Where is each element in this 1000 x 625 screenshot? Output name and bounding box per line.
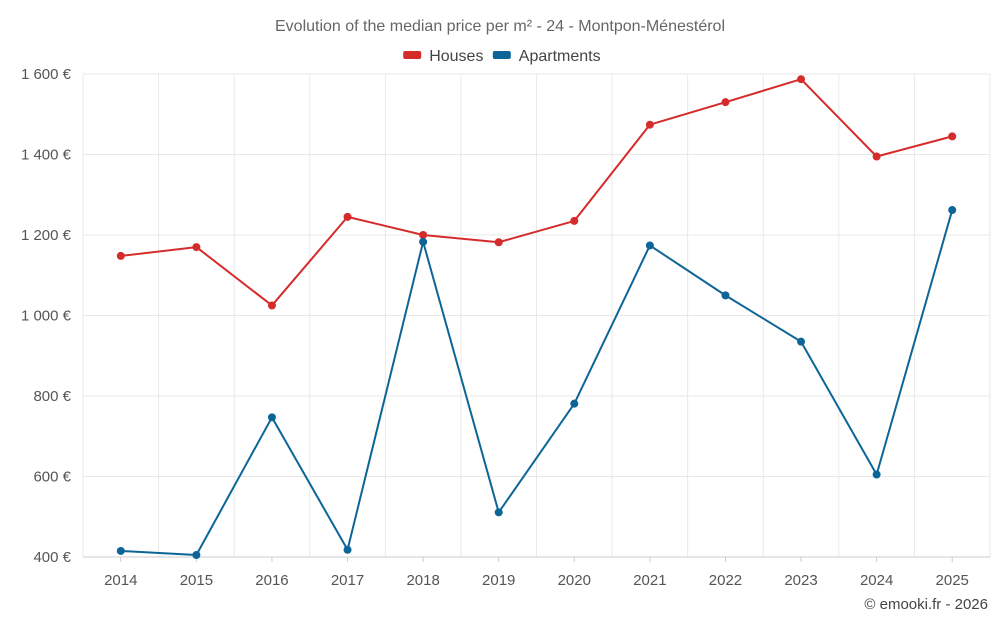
data-point-apartments[interactable] [192, 550, 201, 559]
y-tick-label: 800 € [33, 388, 71, 405]
data-point-apartments[interactable] [721, 291, 730, 300]
series-apartments [116, 206, 957, 559]
x-tick-label: 2017 [331, 572, 364, 589]
data-point-houses[interactable] [116, 251, 125, 260]
data-point-houses[interactable] [192, 243, 201, 252]
y-axis-ticks: 400 € 600 € 800 € 1 000 € 1 200 € 1 400 € 1 60… [21, 66, 72, 566]
data-point-houses[interactable] [343, 212, 352, 221]
data-point-houses[interactable] [570, 216, 579, 225]
x-tick-label: 2020 [558, 572, 591, 589]
data-point-houses[interactable] [494, 238, 503, 247]
data-point-houses[interactable] [645, 120, 654, 129]
y-tick-label: 1 200 € [21, 227, 72, 244]
y-tick-label: 400 € [33, 549, 71, 566]
x-tick-label: 2021 [633, 572, 666, 589]
series-houses [116, 75, 957, 310]
x-tick-label: 2016 [255, 572, 288, 589]
data-point-apartments[interactable] [948, 206, 957, 215]
y-tick-label: 1 600 € [21, 66, 72, 83]
legend-label: Houses [429, 48, 483, 65]
series-line-apartments [120, 209, 954, 556]
grid-lines [82, 73, 991, 557]
data-point-apartments[interactable] [494, 508, 503, 517]
x-tick-label: 2024 [860, 572, 893, 589]
data-point-apartments[interactable] [872, 470, 881, 479]
x-tick-label: 2023 [784, 572, 817, 589]
credit-text: © emooki.fr - 2026 [864, 596, 988, 613]
legend-label: Apartments [519, 48, 601, 65]
y-tick-label: 1 000 € [21, 308, 72, 325]
y-tick-label: 600 € [33, 469, 71, 486]
data-point-houses[interactable] [948, 132, 957, 141]
legend-swatch [403, 51, 422, 59]
data-point-houses[interactable] [721, 98, 730, 107]
x-tick-label: 2025 [936, 572, 969, 589]
x-axis-ticks: 2014 2015 2016 2017 2018 2019 2020 2021 2022 2023… [104, 557, 969, 589]
x-tick-label: 2019 [482, 572, 515, 589]
chart-title: Evolution of the median price per m² - 2… [275, 18, 725, 35]
series-group [116, 75, 957, 559]
x-tick-label: 2014 [104, 572, 137, 589]
data-point-apartments[interactable] [570, 399, 579, 408]
legend-item-houses[interactable]: Houses [403, 48, 483, 65]
y-tick-label: 1 400 € [21, 147, 72, 164]
data-point-houses[interactable] [797, 75, 806, 84]
x-tick-label: 2022 [709, 572, 742, 589]
data-point-apartments[interactable] [645, 241, 654, 250]
legend[interactable]: Houses Apartments [403, 48, 601, 65]
legend-swatch [492, 51, 511, 59]
x-tick-label: 2018 [406, 572, 439, 589]
data-point-apartments[interactable] [797, 337, 806, 346]
data-point-houses[interactable] [267, 301, 276, 310]
x-tick-label: 2015 [180, 572, 213, 589]
data-point-houses[interactable] [872, 152, 881, 161]
legend-item-apartments[interactable]: Apartments [492, 48, 601, 65]
data-point-apartments[interactable] [343, 545, 352, 554]
series-line-houses [120, 78, 953, 307]
data-point-houses[interactable] [419, 231, 428, 239]
data-point-apartments[interactable] [116, 546, 125, 555]
data-point-apartments[interactable] [419, 237, 428, 246]
data-point-apartments[interactable] [267, 413, 276, 422]
